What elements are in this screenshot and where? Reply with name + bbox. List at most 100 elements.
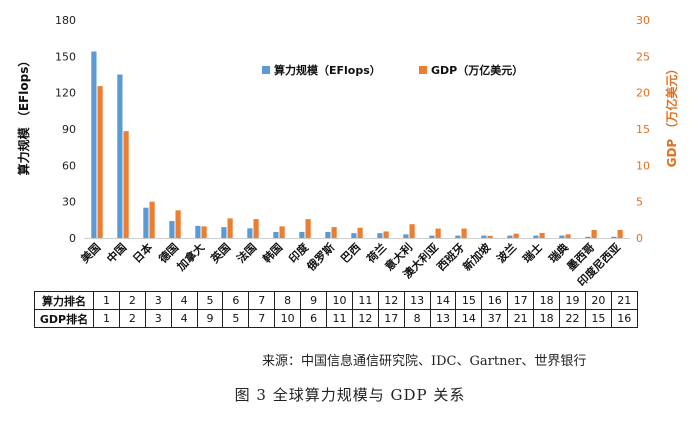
table-cell: 2 <box>118 291 146 310</box>
legend-label-compute: 算力规模（EFlops） <box>273 63 381 77</box>
bar-compute <box>195 225 201 238</box>
table-row: 算力排名 1 2 3 4 5 6 7 8 9 10 11 12 13 14 15 16 17 18 19 20 21 <box>34 291 638 310</box>
y2-axis-title: GDP （万亿美元） <box>664 63 679 168</box>
bar-gdp <box>227 218 233 238</box>
table-cell: 9 <box>196 309 224 328</box>
y-tick-label: 120 <box>55 87 76 100</box>
bar-compute <box>273 231 279 238</box>
x-tick-label: 西班牙 <box>434 240 467 273</box>
table-cell: 8 <box>403 309 431 328</box>
source-note: 来源：中国信息通信研究院、IDC、Gartner、世界银行 <box>262 354 587 369</box>
bar-gdp <box>383 231 389 238</box>
table-cell: 13 <box>429 309 457 328</box>
figure-caption: 图 3 全球算力规模与 GDP 关系 <box>234 386 466 404</box>
legend-swatch-compute <box>262 66 270 74</box>
bar-gdp <box>591 230 597 238</box>
table-cell: 7 <box>248 291 276 310</box>
table-cell: 14 <box>429 291 457 310</box>
bar-compute <box>325 231 331 238</box>
y-axis-title: 算力规模 （EFlops） <box>16 55 31 176</box>
table-cell: 13 <box>403 291 431 310</box>
bar-gdp <box>201 226 207 238</box>
y2-tick-label: 15 <box>636 123 650 136</box>
bar-compute <box>559 235 565 238</box>
bar-gdp <box>253 219 259 238</box>
table-cell: 11 <box>326 309 353 328</box>
x-tick-label: 韩国 <box>260 240 285 265</box>
bar-compute <box>117 74 123 238</box>
legend-label-gdp: GDP（万亿美元） <box>431 63 523 77</box>
table-cell: 37 <box>481 309 509 328</box>
table-cell: 14 <box>455 309 483 328</box>
table-cell: 15 <box>584 309 612 328</box>
x-tick-label: 加拿大 <box>173 240 207 274</box>
y-tick-label: 90 <box>62 123 76 136</box>
bar-compute <box>221 227 227 238</box>
bar-gdp <box>435 228 441 238</box>
bar-gdp <box>149 201 155 238</box>
table-row: GDP排名 1 2 3 4 9 5 7 10 6 11 12 17 8 13 14 37 21 18 22 15 16 <box>34 309 638 328</box>
bar-compute <box>533 235 539 238</box>
y2-tick-label: 25 <box>636 50 650 63</box>
table-cell: 21 <box>507 309 535 328</box>
y2-tick-label: 5 <box>636 196 643 209</box>
y-tick-label: 180 <box>55 14 76 27</box>
x-tick-label: 美国 <box>78 240 103 265</box>
y-tick-label: 60 <box>62 159 76 172</box>
ranking-table: 算力排名 1 2 3 4 5 6 7 8 9 10 11 12 13 14 15 16 17 18 19 20 21 GDP… <box>34 291 638 328</box>
bar-gdp <box>539 232 545 238</box>
table-cell: 5 <box>222 309 250 328</box>
bar-compute <box>481 235 487 238</box>
x-tick-label: 波兰 <box>494 240 519 265</box>
table-cell: 22 <box>559 309 586 328</box>
table-cell: 16 <box>610 309 638 328</box>
bar-compute <box>299 231 305 238</box>
table-cell: 3 <box>144 309 172 328</box>
y2-tick-label: 30 <box>636 14 650 27</box>
bar-compute <box>403 234 409 238</box>
table-cell: 9 <box>300 291 328 310</box>
table-cell: 6 <box>300 309 328 328</box>
table-cell: 10 <box>326 291 353 310</box>
table-cell: 1 <box>93 309 120 328</box>
table-cell: 12 <box>377 291 405 310</box>
bar-compute <box>247 228 253 238</box>
table-cell: 3 <box>144 291 172 310</box>
bar-gdp <box>331 227 337 238</box>
x-tick-label: 日本 <box>130 240 155 265</box>
x-tick-label: 英国 <box>207 240 233 266</box>
bar-gdp <box>123 131 129 238</box>
bar-compute <box>351 233 357 238</box>
bar-compute <box>585 236 591 238</box>
table-cell: 17 <box>377 309 405 328</box>
bar-gdp <box>357 227 363 238</box>
bar-gdp <box>487 235 493 238</box>
x-tick-label: 新加坡 <box>460 240 494 274</box>
bar-gdp <box>305 219 311 238</box>
table-cell: 18 <box>533 291 561 310</box>
bar-compute <box>91 51 97 238</box>
y-tick-label: 150 <box>55 50 76 63</box>
bar-compute <box>507 235 513 238</box>
y-tick-label: 0 <box>69 232 76 245</box>
table-cell: 6 <box>222 291 250 310</box>
table-cell: 15 <box>455 291 483 310</box>
bar-gdp <box>565 234 571 238</box>
row-header: 算力排名 <box>34 291 94 310</box>
table-cell: 21 <box>610 291 638 310</box>
legend-swatch-gdp <box>419 66 427 74</box>
bar-chart: 0 30 60 90 120 150 180 0 5 10 15 20 25 30 算力规模 （EFlops… <box>16 14 679 289</box>
bar-gdp <box>409 224 415 238</box>
bar-compute <box>611 236 617 238</box>
table-cell: 20 <box>584 291 612 310</box>
bar-compute <box>377 233 383 238</box>
x-tick-label: 法国 <box>234 240 259 265</box>
bar-gdp <box>513 233 519 238</box>
table-cell: 4 <box>170 291 198 310</box>
y-tick-label: 30 <box>62 196 76 209</box>
table-cell: 5 <box>196 291 224 310</box>
bar-compute <box>455 235 461 238</box>
bar-compute <box>143 207 149 238</box>
bar-gdp <box>97 86 103 238</box>
bar-compute <box>429 235 435 238</box>
